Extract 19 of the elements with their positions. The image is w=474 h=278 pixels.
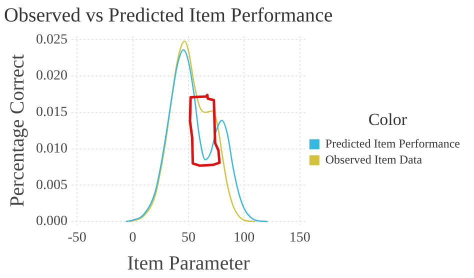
y-tick-label: 0.010 — [36, 141, 68, 156]
x-tick-label: 100 — [234, 230, 255, 246]
y-tick-label: 0.005 — [36, 178, 68, 193]
y-tick-label: 0.020 — [36, 68, 68, 84]
chart-title: Observed vs Predicted Item Performance — [4, 4, 333, 26]
x-tick-label: 150 — [289, 230, 310, 246]
x-tick-label: 50 — [181, 230, 196, 246]
y-axis-title: Percentage Correct — [6, 54, 28, 207]
y-tick-label: 0.000 — [36, 214, 68, 230]
x-tick-label: 0 — [129, 230, 136, 246]
line-series — [128, 40, 256, 222]
legend-label: Observed Item Data — [325, 152, 423, 166]
line-series — [125, 49, 268, 222]
y-tick-label: 0.015 — [36, 105, 68, 120]
x-axis-title: Item Parameter — [127, 252, 250, 274]
x-tick-label: -50 — [68, 230, 86, 246]
legend-title: Color — [368, 110, 408, 129]
legend-label: Predicted Item Performance — [325, 136, 460, 150]
y-tick-label: 0.025 — [36, 32, 68, 48]
